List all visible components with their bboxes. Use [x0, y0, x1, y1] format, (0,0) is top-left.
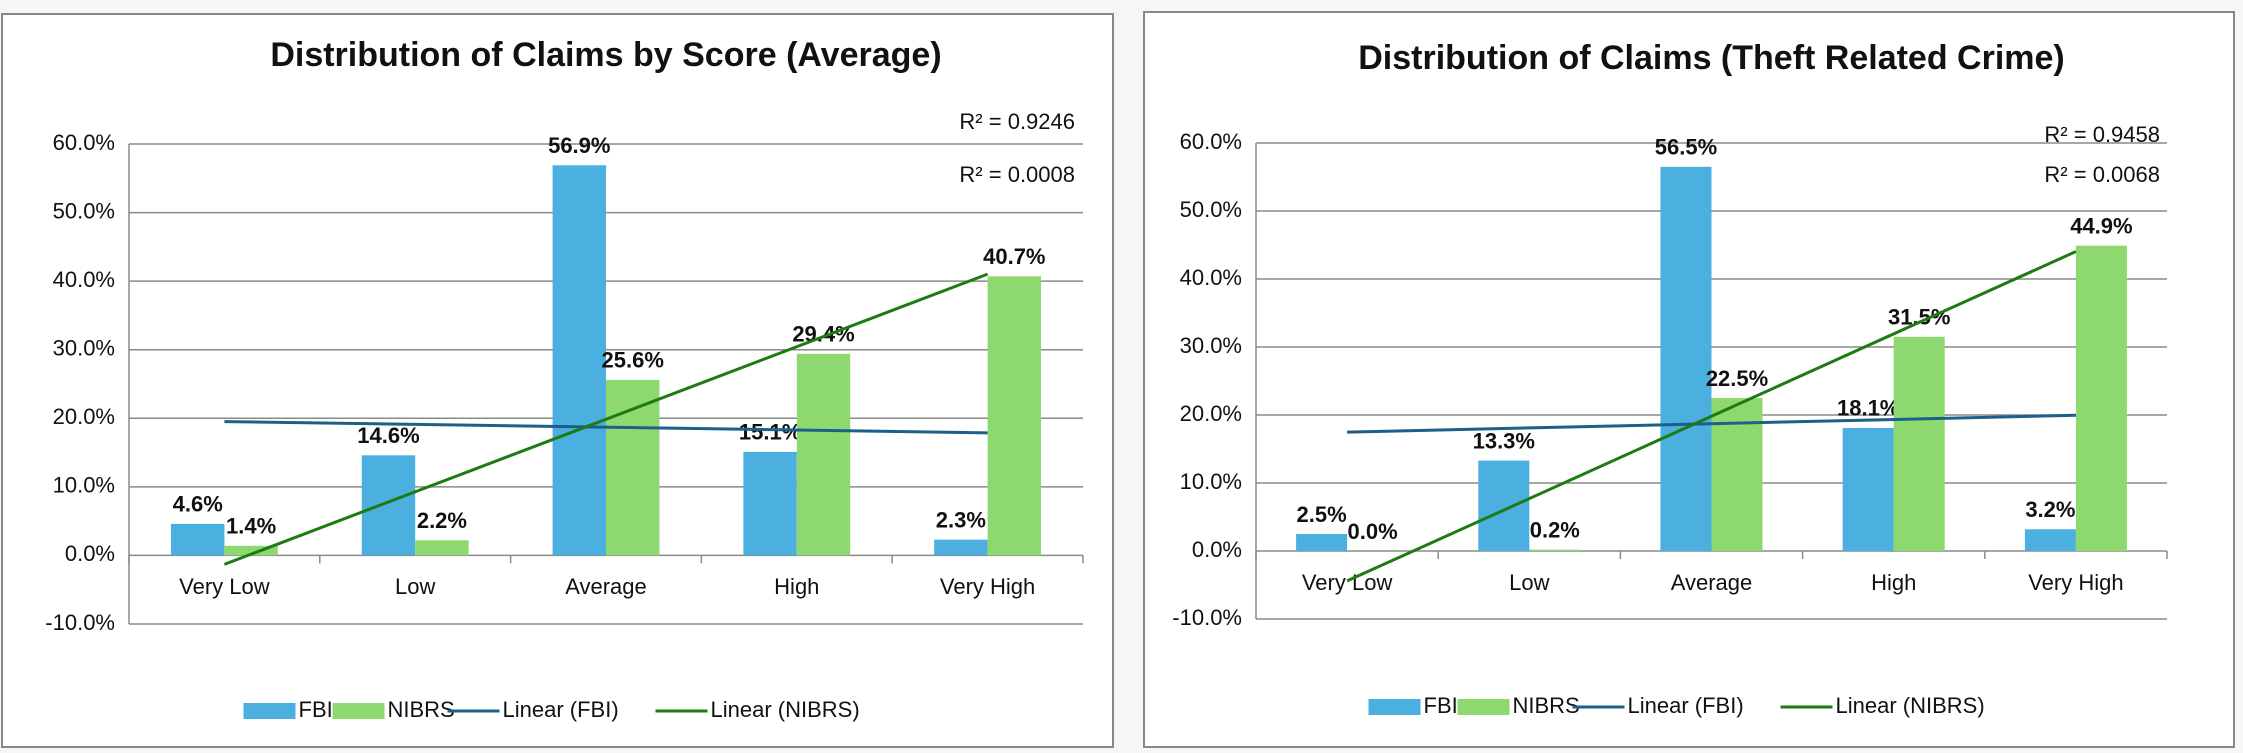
bar: [1711, 398, 1763, 551]
data-label: 29.4%: [792, 322, 854, 347]
legend-label: FBI: [299, 697, 333, 722]
y-tick-label: 10.0%: [1180, 469, 1242, 494]
r-squared-label: R² = 0.9246: [959, 109, 1075, 134]
data-label: 0.2%: [1530, 517, 1580, 542]
bar: [987, 276, 1042, 556]
data-label: 14.6%: [357, 423, 419, 448]
bar: [2024, 529, 2076, 551]
chart-title: Distribution of Claims by Score (Average…: [270, 36, 941, 74]
y-tick-label: -10.0%: [1172, 605, 1242, 630]
r-squared-label: R² = 0.0068: [2044, 162, 2160, 187]
bar: [934, 539, 988, 556]
y-tick-label: 30.0%: [1180, 333, 1242, 358]
data-label: 3.2%: [2025, 497, 2075, 522]
x-tick-label: High: [1871, 570, 1916, 595]
data-label: 15.1%: [739, 420, 801, 445]
legend-swatch: [1457, 699, 1510, 715]
data-label: 0.0%: [1348, 519, 1398, 544]
trendline: [1347, 413, 2076, 434]
bar: [552, 165, 606, 556]
y-tick-label: 0.0%: [1192, 537, 1242, 562]
legend-swatch: [243, 703, 296, 719]
bar: [1893, 336, 1945, 551]
data-label: 1.4%: [226, 514, 276, 539]
data-label: 2.5%: [1297, 502, 1347, 527]
y-tick-label: 40.0%: [53, 267, 115, 292]
x-tick-label: Low: [395, 574, 435, 599]
bar: [743, 451, 797, 556]
x-tick-label: Very Low: [179, 574, 270, 599]
r-squared-label: R² = 0.0008: [959, 162, 1075, 187]
y-tick-label: 60.0%: [1180, 129, 1242, 154]
legend-label: Linear (FBI): [1628, 693, 1744, 718]
legend-label: NIBRS: [1513, 693, 1580, 718]
legend-label: Linear (FBI): [503, 697, 619, 722]
data-label: 44.9%: [2070, 213, 2132, 238]
bar: [1529, 549, 1581, 551]
data-label: 56.9%: [548, 133, 610, 158]
y-tick-label: 50.0%: [53, 198, 115, 223]
y-tick-label: -10.0%: [45, 610, 115, 635]
trendline: [223, 272, 989, 566]
y-tick-label: 20.0%: [1180, 401, 1242, 426]
bar: [415, 540, 469, 556]
chart-title: Distribution of Claims (Theft Related Cr…: [1358, 39, 2065, 77]
data-label: 31.5%: [1888, 305, 1950, 330]
bar: [1660, 166, 1712, 552]
x-tick-label: Very Low: [1302, 570, 1393, 595]
y-tick-label: 10.0%: [53, 473, 115, 498]
data-label: 2.2%: [417, 508, 467, 533]
bar: [1478, 460, 1530, 551]
bar: [1842, 427, 1894, 551]
bar: [2075, 245, 2127, 551]
data-label: 13.3%: [1473, 428, 1535, 453]
data-label: 2.3%: [936, 507, 986, 532]
x-tick-label: Low: [1509, 570, 1549, 595]
legend-label: Linear (NIBRS): [711, 697, 860, 722]
data-label: 22.5%: [1706, 366, 1768, 391]
data-label: 56.5%: [1655, 135, 1717, 160]
x-tick-label: Average: [565, 574, 647, 599]
legend-swatch: [1368, 699, 1421, 715]
trendline: [224, 420, 988, 435]
r-squared-label: R² = 0.9458: [2044, 122, 2160, 147]
bar: [796, 353, 851, 556]
data-label: 4.6%: [173, 492, 223, 517]
legend-swatch: [332, 703, 385, 719]
data-label: 40.7%: [983, 244, 1045, 269]
bar: [1296, 534, 1348, 551]
y-tick-label: 50.0%: [1180, 197, 1242, 222]
bar: [361, 455, 416, 556]
x-tick-label: Very High: [2028, 570, 2123, 595]
trendline: [1346, 250, 2077, 583]
bar: [170, 523, 225, 556]
y-tick-label: 30.0%: [53, 336, 115, 361]
y-tick-label: 60.0%: [53, 130, 115, 155]
bar: [224, 545, 278, 556]
legend-label: Linear (NIBRS): [1836, 693, 1985, 718]
x-tick-label: High: [774, 574, 819, 599]
data-label: 25.6%: [602, 348, 664, 373]
x-tick-label: Very High: [940, 574, 1035, 599]
data-label: 18.1%: [1837, 396, 1899, 421]
y-tick-label: 20.0%: [53, 404, 115, 429]
legend-label: FBI: [1424, 693, 1458, 718]
x-tick-label: Average: [1671, 570, 1753, 595]
y-tick-label: 40.0%: [1180, 265, 1242, 290]
legend-label: NIBRS: [388, 697, 455, 722]
y-tick-label: 0.0%: [65, 541, 115, 566]
bar: [606, 379, 660, 556]
